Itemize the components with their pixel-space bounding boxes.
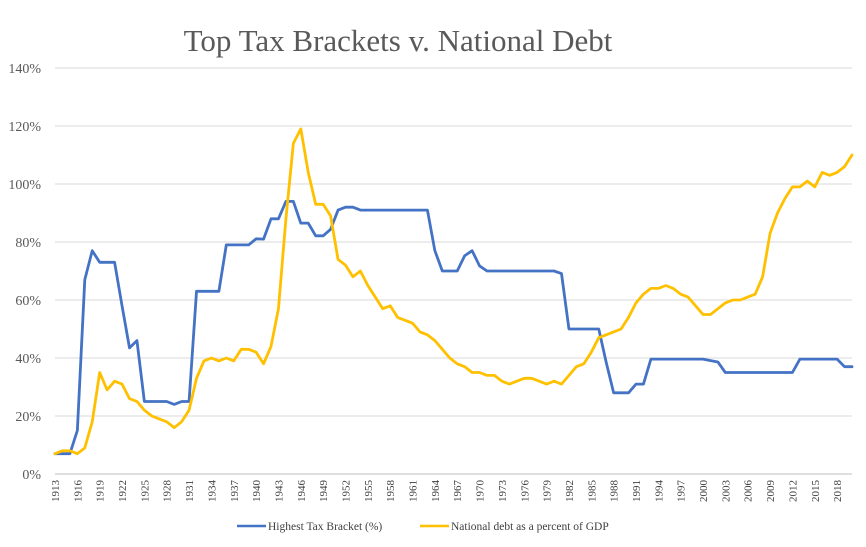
x-tick-label: 1985 [586, 480, 598, 503]
x-tick-label: 2012 [787, 480, 799, 502]
legend-label-tax: Highest Tax Bracket (%) [268, 521, 382, 533]
y-tick-label: 100% [8, 178, 41, 193]
x-tick-label: 1922 [117, 480, 129, 502]
x-tick-label: 1958 [385, 480, 397, 503]
y-axis-ticks: 0% 20% 40% 60% 80% 100% 120% 140% [8, 62, 41, 483]
x-tick-label: 1928 [162, 480, 174, 503]
x-tick-label: 1982 [564, 480, 576, 502]
x-tick-label: 1970 [475, 480, 487, 503]
y-tick-label: 140% [8, 62, 41, 77]
x-tick-label: 1991 [631, 480, 643, 502]
x-tick-label: 1973 [497, 480, 509, 503]
x-tick-label: 1967 [452, 480, 464, 503]
gridlines [55, 67, 852, 417]
series-lines [53, 127, 854, 456]
series-line-highest-tax-bracket [53, 200, 854, 456]
legend: Highest Tax Bracket (%) National debt as… [237, 521, 609, 533]
x-tick-label: 1994 [653, 480, 665, 503]
y-tick-label: 0% [22, 468, 41, 483]
x-tick-label: 1931 [184, 480, 196, 502]
series-line-national-debt [53, 127, 854, 456]
x-tick-label: 1925 [139, 480, 151, 503]
x-tick-label: 1964 [430, 480, 442, 503]
x-tick-label: 2000 [698, 480, 710, 503]
x-tick-label: 1940 [251, 480, 263, 503]
legend-label-debt: National debt as a percent of GDP [451, 521, 609, 533]
x-tick-label: 1946 [296, 480, 308, 503]
x-tick-label: 1979 [542, 480, 554, 503]
x-tick-label: 1949 [318, 480, 330, 503]
x-tick-label: 1961 [408, 480, 420, 502]
legend-item-highest-tax-bracket: Highest Tax Bracket (%) [237, 521, 382, 533]
x-tick-label: 1952 [340, 480, 352, 502]
x-tick-label: 2003 [720, 480, 732, 503]
x-tick-label: 1955 [363, 480, 375, 503]
x-tick-label: 1937 [229, 480, 241, 503]
y-tick-label: 40% [15, 352, 41, 367]
x-tick-label: 2015 [810, 480, 822, 503]
x-tick-label: 1997 [676, 480, 688, 503]
legend-item-national-debt: National debt as a percent of GDP [420, 521, 609, 533]
x-tick-label: 1976 [519, 480, 531, 503]
x-tick-label: 2018 [832, 480, 844, 503]
x-tick-label: 2009 [765, 480, 777, 503]
y-tick-label: 20% [15, 410, 41, 425]
y-tick-label: 60% [15, 294, 41, 309]
x-tick-label: 1943 [273, 480, 285, 503]
chart-title: Top Tax Brackets v. National Debt [184, 23, 613, 58]
x-tick-label: 1919 [95, 480, 107, 503]
x-tick-label: 2006 [743, 480, 755, 503]
x-tick-label: 1913 [50, 480, 62, 503]
y-tick-label: 80% [15, 236, 41, 251]
x-tick-label: 1916 [72, 480, 84, 503]
x-axis-ticks: 1913 1916 1919 1922 1925 1928 1931 1934 1937 1940… [50, 480, 844, 503]
x-tick-label: 1988 [609, 480, 621, 503]
y-tick-label: 120% [8, 120, 41, 135]
x-tick-label: 1934 [206, 480, 218, 503]
